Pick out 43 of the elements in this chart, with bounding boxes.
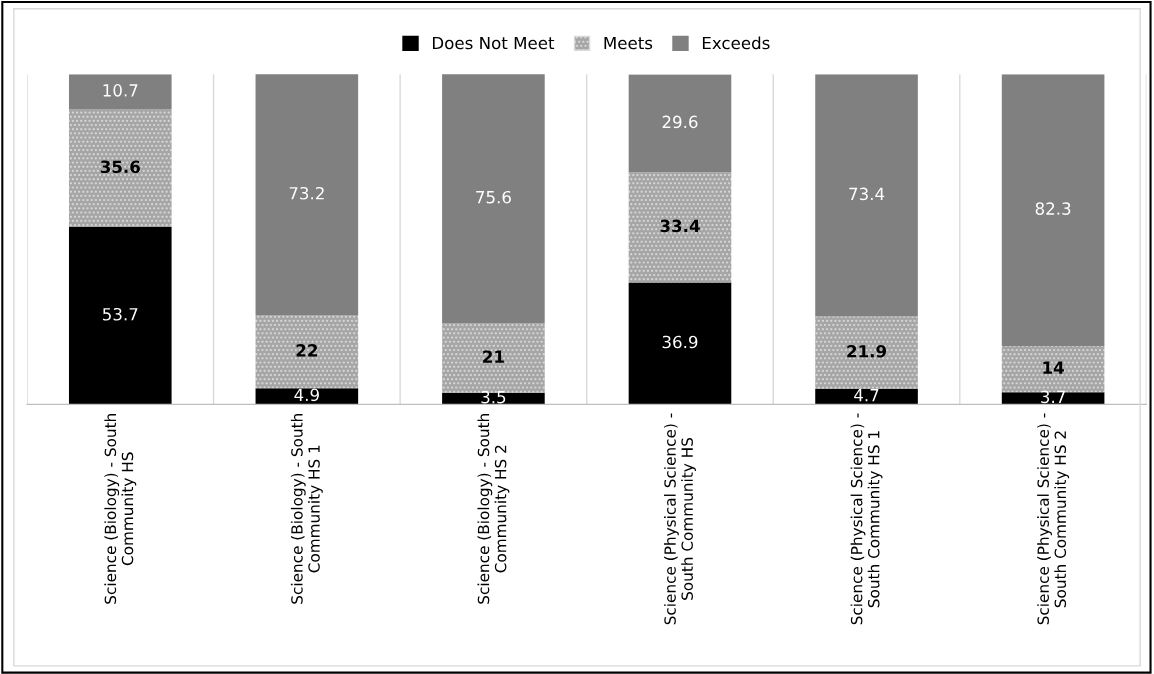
bar (815, 388, 918, 405)
bar (255, 74, 359, 316)
bar (442, 74, 545, 324)
x-tick-label: Science (Physical Science) - South Community HS (664, 413, 696, 625)
bar (815, 74, 918, 317)
x-tick-label: Science (Biology) - South Community HS 1 (290, 414, 323, 604)
x-tick-label: Science (Biology) - South Community HS (104, 414, 137, 604)
data-label: 10.7 (103, 84, 138, 97)
x-tick-label: Science (Physical Science) - South Community HS 1 (850, 413, 883, 625)
data-label: 75.6 (476, 190, 511, 204)
bar (815, 316, 918, 389)
data-label: 4.7 (854, 389, 879, 402)
legend-label: Meets (604, 36, 653, 50)
bar (68, 109, 172, 228)
data-label: 73.2 (289, 186, 324, 200)
data-label: 22 (296, 344, 317, 357)
x-tick-label: Science (Biology) - South Community HS 2 (477, 414, 510, 604)
legend-label: Does Not Meet (432, 36, 555, 50)
bar (628, 74, 732, 173)
data-label: 14 (1043, 361, 1064, 374)
data-label: 33.4 (660, 219, 700, 233)
bar (255, 315, 359, 389)
bar (1001, 74, 1105, 346)
data-label: 29.6 (662, 115, 698, 129)
bar (1001, 392, 1105, 405)
data-label: 4.9 (294, 388, 319, 402)
data-label: 21 (483, 350, 504, 363)
bar (628, 282, 732, 405)
data-label: 3.7 (1041, 390, 1065, 404)
x-tick-label: Science (Physical Science) - South Community HS 2 (1037, 413, 1070, 625)
bar (442, 392, 545, 405)
legend-label: Exceeds (702, 36, 770, 50)
bar (628, 172, 732, 283)
bar (68, 227, 172, 405)
data-label: 82.3 (1035, 202, 1071, 215)
data-label: 3.5 (481, 390, 506, 404)
data-label: 36.9 (662, 335, 698, 349)
data-label: 35.6 (100, 160, 140, 174)
bar (68, 74, 172, 110)
data-label: 21.9 (847, 344, 887, 358)
data-label: 53.7 (103, 307, 138, 321)
bar (255, 388, 359, 405)
data-label: 73.4 (849, 187, 885, 201)
